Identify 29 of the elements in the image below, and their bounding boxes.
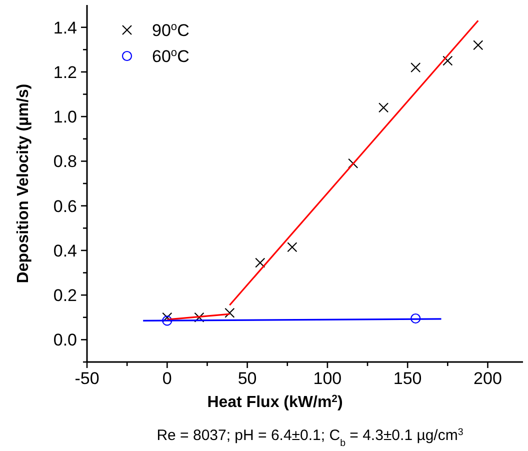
x-axis-title: Heat Flux (kW/m$^{2}$)	[207, 394, 343, 411]
point	[410, 313, 421, 324]
point	[162, 316, 172, 326]
point	[194, 312, 204, 322]
legend-label: 90$^{o}$C	[152, 21, 190, 40]
point	[442, 56, 453, 66]
point	[473, 40, 484, 50]
y-axis-title: Deposition Velocity (µm/s)	[15, 84, 32, 284]
y-tick-label: 0.8	[53, 152, 77, 172]
y-tick-label: 0.6	[53, 196, 77, 216]
y-tick-label: 0.0	[53, 330, 77, 350]
x-tick-label: -50	[74, 369, 100, 388]
point	[378, 102, 389, 113]
point	[410, 62, 421, 73]
point	[287, 242, 298, 252]
y-tick-label: 0.2	[53, 286, 77, 306]
x-tick-label: 200	[474, 369, 502, 388]
y-tick-label: 1.4	[53, 18, 77, 38]
x-tick-label: 100	[313, 369, 342, 388]
legend-label: 60$^{o}$C	[152, 47, 190, 66]
x-tick-label: 150	[393, 369, 422, 388]
x-tick-label: 50	[238, 369, 257, 388]
point	[224, 308, 235, 318]
x-tick-label: 0	[162, 369, 172, 388]
y-tick-label: 0.4	[53, 241, 77, 260]
y-tick-label: 1.0	[53, 108, 77, 127]
point	[255, 258, 266, 268]
y-tick-label: 1.2	[53, 62, 77, 82]
text: Re = 8037; pH = 6.4±0.1; C$_{b}$ = 4.3±0.1 µg/cm$^{3}$	[156, 426, 464, 448]
